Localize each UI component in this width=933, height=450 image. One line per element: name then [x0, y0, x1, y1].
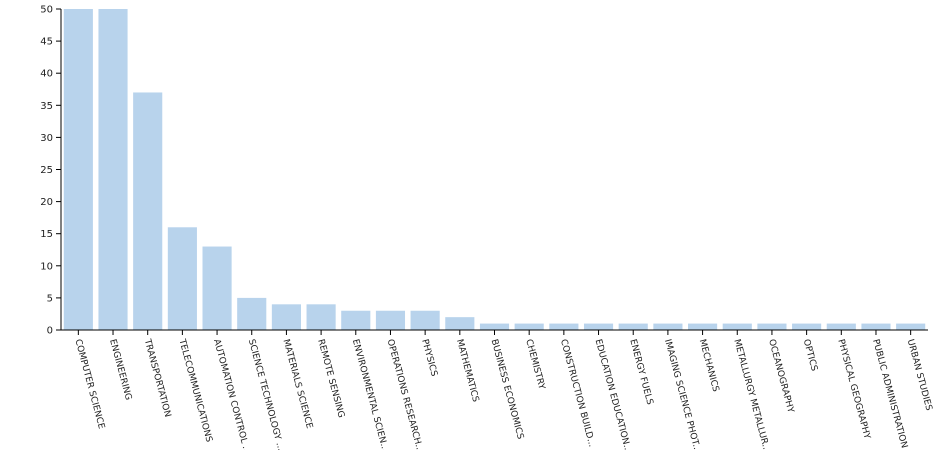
bar: [861, 323, 891, 330]
x-tick-label: TELECOMMUNICATIONS: [176, 337, 213, 443]
x-tick-label: URBAN STUDIES: [905, 338, 933, 412]
bar: [479, 323, 510, 330]
bar: [133, 92, 163, 331]
x-tick-label: ENGINEERING: [107, 338, 133, 401]
y-tick-label: 50: [40, 5, 53, 16]
x-tick-label: SCIENCE TECHNOLOGY ...: [246, 338, 285, 450]
x-tick-label: COMPUTER SCIENCE: [72, 338, 106, 430]
y-tick-label: 5: [47, 293, 53, 304]
x-tick-label: ENVIRONMENTAL SCIEN...: [350, 338, 390, 450]
bar: [757, 323, 787, 330]
x-tick-label: AUTOMATION CONTROL ...: [211, 338, 251, 450]
bar: [167, 227, 197, 330]
x-tick-label: OPERATIONS RESEARCH...: [385, 338, 425, 450]
x-tick-label: OCEANOGRAPHY: [766, 338, 795, 414]
x-tick-label: BUSINESS ECONOMICS: [489, 338, 525, 440]
bar: [688, 323, 718, 330]
bar: [896, 323, 926, 330]
bar: [722, 323, 752, 330]
bar: [98, 9, 128, 330]
bar: [375, 310, 406, 330]
x-tick-label: REMOTE SENSING: [315, 338, 346, 419]
bar: [549, 323, 579, 330]
x-tick-label: MATHEMATICS: [454, 338, 480, 403]
bar: [341, 310, 371, 330]
bar: [514, 323, 544, 330]
x-tick-label: OPTICS: [801, 338, 819, 372]
y-tick-label: 30: [40, 133, 53, 144]
x-tick-label: CONSTRUCTION BUILD...: [558, 338, 596, 448]
y-tick-label: 0: [47, 326, 53, 337]
bar: [237, 297, 267, 330]
bar: [826, 323, 856, 330]
y-tick-label: 20: [40, 197, 53, 208]
x-tick-label: METALLURGY METALLUR...: [731, 338, 771, 450]
x-tick-label: PHYSICS: [419, 338, 439, 378]
x-tick-label: PUBLIC ADMINISTRATION: [870, 338, 909, 449]
x-tick-label: EDUCATION EDUCATION...: [593, 338, 633, 450]
y-tick-label: 15: [40, 229, 53, 240]
bar: [271, 304, 301, 330]
bar: [583, 323, 614, 330]
y-tick-label: 45: [40, 37, 53, 48]
bar: [63, 9, 93, 330]
x-tick-label: CHEMISTRY: [523, 338, 546, 391]
x-tick-label: ENERGY FUELS: [627, 338, 654, 406]
x-tick-label: MECHANICS: [697, 338, 721, 393]
bar: [618, 323, 648, 330]
x-tick-label: MATERIALS SCIENCE: [281, 338, 315, 430]
y-tick-label: 35: [40, 101, 53, 112]
bar: [410, 310, 440, 330]
bar: [202, 246, 232, 330]
bar: [792, 323, 822, 330]
bar: [445, 317, 475, 330]
x-tick-label: PHYSICAL GEOGRAPHY: [835, 338, 871, 440]
y-tick-label: 25: [40, 165, 53, 176]
bar: [653, 323, 683, 330]
y-tick-label: 40: [40, 69, 53, 80]
x-tick-label: TRANSPORTATION: [142, 337, 173, 418]
y-tick-label: 10: [40, 261, 53, 272]
x-tick-label: IMAGING SCIENCE PHOT...: [662, 338, 702, 450]
bar: [306, 304, 336, 330]
